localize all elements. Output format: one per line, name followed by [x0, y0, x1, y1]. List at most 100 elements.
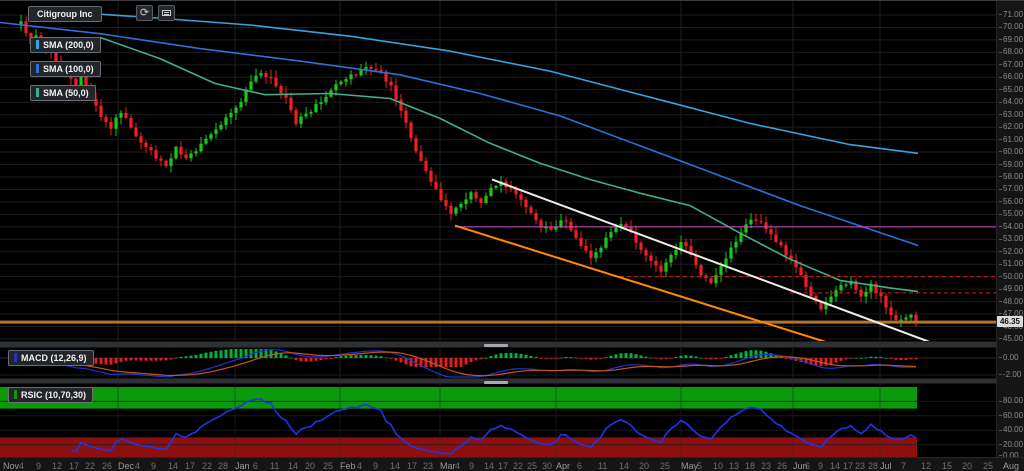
price-tick-label: 55.00: [999, 209, 1023, 218]
time-day-label: 28: [868, 461, 879, 471]
time-day-label: 22: [85, 461, 96, 471]
price-tick-label: 60.00: [999, 147, 1023, 156]
macd-label: MACD (12,26,9): [21, 353, 87, 363]
sma-100-label: SMA (100,0): [43, 64, 94, 74]
time-month-label: Feb: [340, 461, 356, 471]
sma-200-line[interactable]: [54, 10, 919, 155]
price-tick-label: 59.00: [999, 160, 1023, 169]
price-tick-label: 53.00: [999, 234, 1023, 243]
time-day-label: 14: [168, 461, 179, 471]
price-tick-label: 70.00: [999, 22, 1023, 31]
price-tick-label: 65.00: [999, 85, 1023, 94]
splitter-grip[interactable]: [484, 344, 508, 347]
macd-line: [20, 349, 917, 378]
time-day-label: 25: [527, 461, 538, 471]
time-day-label: 11: [598, 461, 608, 471]
symbol-button[interactable]: Citigroup Inc: [28, 6, 102, 22]
macd-signal-line: [20, 351, 917, 377]
time-day-label: 15: [942, 461, 953, 471]
time-day-label: 4: [19, 461, 25, 471]
price-tick-label: 45.00: [999, 334, 1023, 343]
white-downtrend[interactable]: [491, 178, 940, 341]
time-day-label: 20: [639, 461, 650, 471]
time-day-label: 20: [305, 461, 316, 471]
sma-50-color-swatch: [36, 88, 39, 97]
time-day-label: 14: [390, 461, 401, 471]
legend-sma-100[interactable]: SMA (100,0): [30, 61, 101, 77]
price-tick-label: 67.00: [999, 60, 1023, 69]
orange-downtrend[interactable]: [454, 224, 838, 341]
sma-100-line[interactable]: [0, 21, 919, 247]
time-day-label: 17: [407, 461, 418, 471]
rsi-label: RSIC (10,70,30): [21, 390, 87, 400]
time-month-label: Jan: [235, 461, 250, 471]
price-axis[interactable]: 71.00 70.00 69.00 68.00 67.00 66.00 65.00 64.00…: [996, 1, 1024, 471]
time-day-label: 23: [423, 461, 434, 471]
time-day-label: 9: [469, 461, 475, 471]
sma-50-label: SMA (50,0): [43, 88, 89, 98]
time-day-label: 14: [288, 461, 299, 471]
rsi-overbought-zone: [0, 387, 917, 409]
time-day-label: 9: [151, 461, 157, 471]
time-day-label: 6: [253, 461, 259, 471]
time-day-label: 23: [761, 461, 772, 471]
rsi-tick-label: 0.00: [999, 451, 1019, 460]
time-day-label: 25: [983, 461, 994, 471]
price-tick-label: 62.00: [999, 122, 1023, 131]
time-day-label: 22: [202, 461, 213, 471]
time-day-label: 23: [855, 461, 866, 471]
macd-pane-canvas[interactable]: [0, 348, 996, 378]
pane-splitter[interactable]: [0, 341, 996, 348]
time-month-label: Aug: [1003, 461, 1020, 471]
sma-200-color-swatch: [36, 40, 39, 49]
time-day-label: 17: [498, 461, 509, 471]
rsi-pane[interactable]: [0, 384, 996, 457]
time-day-label: 4: [135, 461, 141, 471]
price-pane-canvas[interactable]: [0, 1, 996, 341]
time-day-label: 9: [373, 461, 379, 471]
legend-sma-200[interactable]: SMA (200,0): [30, 37, 101, 53]
price-tick-label: 48.00: [999, 297, 1023, 306]
price-tick-label: 49.00: [999, 284, 1023, 293]
sma-100-color-swatch: [36, 64, 39, 73]
symbol-label: Citigroup Inc: [37, 9, 93, 19]
rsi-legend[interactable]: RSIC (10,70,30): [8, 387, 94, 403]
time-month-label: Apr: [556, 461, 571, 471]
time-day-label: 14: [484, 461, 495, 471]
time-day-label: 28: [218, 461, 229, 471]
price-pane[interactable]: [0, 1, 996, 341]
macd-tick-label: 0.00: [999, 353, 1019, 362]
price-tick-label: 64.00: [999, 97, 1023, 106]
chart-settings-button[interactable]: [158, 5, 175, 21]
time-day-label: 14: [830, 461, 841, 471]
time-day-label: 9: [36, 461, 42, 471]
rsi-pane-canvas[interactable]: [0, 384, 996, 457]
legend-sma-50[interactable]: SMA (50,0): [30, 85, 96, 101]
price-tick-label: 51.00: [999, 259, 1023, 268]
time-day-label: 10: [713, 461, 724, 471]
time-day-label: 17: [843, 461, 854, 471]
time-day-label: 13: [729, 461, 740, 471]
time-day-label: 6: [577, 461, 583, 471]
price-tick-label: 52.00: [999, 247, 1023, 256]
price-tick-label: 58.00: [999, 172, 1023, 181]
time-day-label: 12: [921, 461, 932, 471]
last-price-badge: 46.35: [997, 316, 1023, 327]
time-day-label: 4: [357, 461, 363, 471]
time-month-label: Jun: [793, 461, 808, 471]
time-day-label: 11: [270, 461, 280, 471]
time-day-label: 18: [745, 461, 756, 471]
sma-50-line[interactable]: [99, 36, 919, 293]
price-tick-label: 47.00: [999, 309, 1023, 318]
price-tick-label: 68.00: [999, 47, 1023, 56]
time-axis[interactable]: Nov 4 9 12 17 22 26 Dec 4 9 14 17 22 28 Jan 6 11 14 20 25 Fe…: [0, 457, 1024, 471]
price-tick-label: 57.00: [999, 184, 1023, 193]
pane-splitter[interactable]: [0, 378, 996, 384]
time-day-label: 9: [818, 461, 824, 471]
splitter-grip[interactable]: [484, 381, 508, 384]
macd-legend[interactable]: MACD (12,26,9): [8, 350, 94, 366]
macd-pane[interactable]: [0, 348, 996, 378]
refresh-button[interactable]: ⟳: [136, 5, 153, 21]
rsi-line: [70, 397, 917, 455]
